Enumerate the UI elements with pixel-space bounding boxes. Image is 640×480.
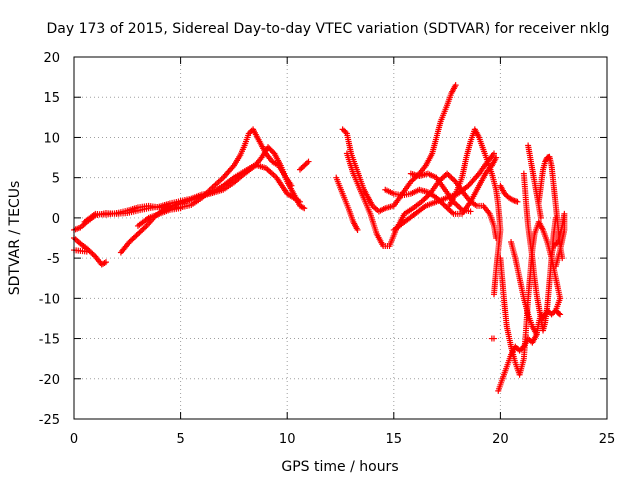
data-point xyxy=(452,82,459,89)
series-track-13 xyxy=(407,170,474,215)
data-point xyxy=(557,295,564,302)
x-tick-labels: 0 5 10 15 20 25 xyxy=(70,432,615,447)
data-point xyxy=(491,150,498,157)
x-axis-label: GPS time / hours xyxy=(281,459,398,475)
series-track-4 xyxy=(81,126,295,225)
y-tick-label: -5 xyxy=(47,252,60,267)
y-tick-label: -20 xyxy=(39,373,60,388)
series-track-1 xyxy=(71,161,303,233)
data-point xyxy=(552,263,559,270)
y-tick-label: 10 xyxy=(43,131,60,146)
series-track-18 xyxy=(508,239,540,338)
data-point xyxy=(491,335,498,342)
series-track-5 xyxy=(117,144,308,256)
data-point xyxy=(467,208,474,215)
plot-frame xyxy=(73,56,608,420)
data-point xyxy=(83,248,90,255)
data-point xyxy=(514,198,521,205)
data-point xyxy=(533,331,540,338)
data-point xyxy=(305,158,312,165)
x-tick-label: 20 xyxy=(492,432,509,447)
series-track-3 xyxy=(71,247,90,255)
x-tick-label: 5 xyxy=(176,432,184,447)
y-tick-label: -25 xyxy=(39,413,60,428)
series-track-24 xyxy=(552,307,564,318)
data-point xyxy=(556,310,563,317)
y-tick-label: 20 xyxy=(43,51,60,66)
series-track-14 xyxy=(446,126,504,298)
series-track-23 xyxy=(488,335,498,342)
y-tick-labels: -25 -20 -15 -10 -5 0 5 10 15 20 xyxy=(39,51,60,428)
x-tick-label: 25 xyxy=(599,432,616,447)
chart-title: Day 173 of 2015, Sidereal Day-to-day VTE… xyxy=(47,21,610,37)
data-point xyxy=(557,311,564,318)
y-tick-label: 5 xyxy=(52,172,60,187)
series-track-15 xyxy=(497,182,521,205)
x-tick-label: 0 xyxy=(70,432,78,447)
x-tick-label: 15 xyxy=(386,432,403,447)
data-point xyxy=(102,259,109,266)
data-series xyxy=(71,82,568,394)
series-track-22 xyxy=(548,210,568,270)
y-tick-label: 0 xyxy=(52,212,60,227)
data-point xyxy=(177,205,184,212)
data-point xyxy=(270,149,277,156)
x-tick-label: 10 xyxy=(279,432,296,447)
series-track-10 xyxy=(343,150,500,250)
y-tick-label: -10 xyxy=(39,292,60,307)
data-point xyxy=(491,291,498,298)
data-point xyxy=(354,226,361,233)
data-point xyxy=(301,205,308,212)
data-point xyxy=(537,214,544,221)
series-track-20 xyxy=(525,142,544,221)
data-point xyxy=(493,154,500,161)
series-track-7 xyxy=(296,158,312,173)
series-track-9 xyxy=(333,174,361,233)
y-tick-label: 15 xyxy=(43,91,60,106)
series-track-6 xyxy=(134,205,184,229)
y-tick-label: -15 xyxy=(39,333,60,348)
y-axis-label: SDTVAR / TECUs xyxy=(7,181,23,296)
series-track-19 xyxy=(520,170,559,334)
